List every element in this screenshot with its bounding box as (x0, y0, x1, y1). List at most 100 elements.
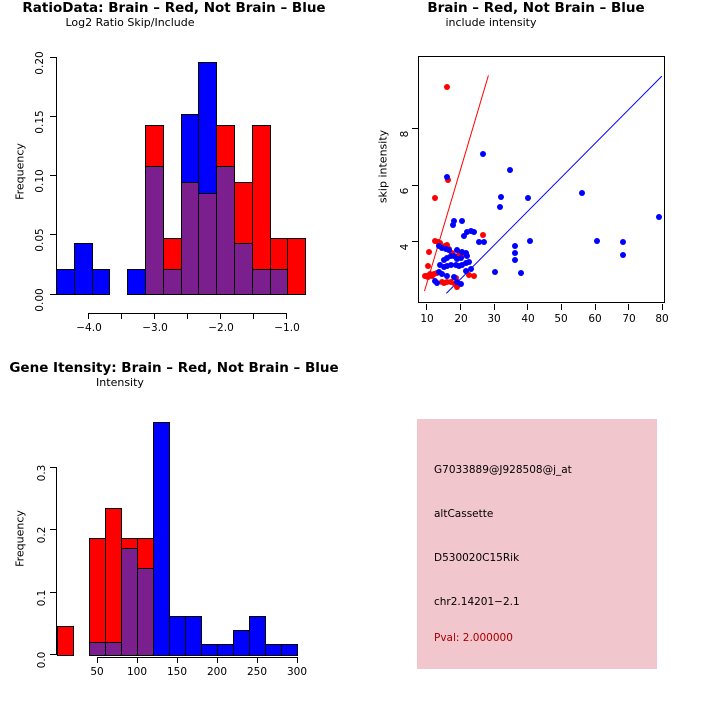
histogram-bar (217, 643, 234, 656)
scatter-point (447, 253, 454, 260)
info-probe-id: G7033889@J928508@j_at (434, 464, 572, 476)
histogram-bar-overlap (234, 242, 253, 295)
histogram-bar (73, 242, 93, 295)
xtick (527, 304, 528, 310)
ytick (50, 116, 56, 117)
scatter-xlabel: include intensity (445, 16, 537, 29)
xtick (253, 313, 254, 319)
scatter-point (450, 274, 457, 281)
scatter-point (457, 281, 464, 288)
scatter-point (619, 251, 626, 258)
scatter-point (454, 284, 461, 291)
panel-gene-intensity-histogram: Gene Itensity: Brain – Red, Not Brain – … (0, 360, 360, 720)
scatter-point (439, 244, 446, 251)
panel-ratio-histogram: RatioData: Brain – Red, Not Brain – Blue… (0, 0, 360, 360)
scatter-point (511, 243, 518, 250)
histogram-bar-overlap (216, 166, 235, 295)
gene-histogram-yaxis (56, 467, 57, 655)
histogram-bar (169, 615, 186, 656)
ytick (50, 175, 56, 176)
scatter-point (444, 272, 451, 279)
xtick (88, 313, 89, 319)
scatter-title: Brain – Red, Not Brain – Blue (427, 0, 645, 16)
ytick (50, 592, 56, 593)
xtick (217, 657, 218, 663)
xtick (595, 304, 596, 310)
scatter-point (466, 258, 473, 265)
ytick-label: 8 (399, 130, 411, 138)
ratio-histogram-bars (0, 0, 360, 360)
ytick (412, 185, 418, 186)
scatter-point (443, 241, 450, 248)
gene-histogram-xlabel: Intensity (96, 376, 144, 389)
xtick (460, 304, 461, 310)
scatter-point (462, 267, 469, 274)
scatter-point (440, 257, 447, 264)
ratio-histogram-title: RatioData: Brain – Red, Not Brain – Blue (22, 0, 326, 16)
histogram-bar (57, 626, 74, 656)
xtick (187, 313, 188, 319)
scatter-point (498, 193, 505, 200)
xtick (121, 313, 122, 319)
scatter-point (424, 263, 431, 269)
ytick-label: 6 (399, 187, 411, 195)
xtick (297, 657, 298, 663)
xtick-label: 200 (206, 666, 228, 678)
xtick-label: 50 (90, 666, 104, 678)
info-locus: chr2.14201−2.1 (434, 596, 520, 608)
scatter-point (440, 264, 447, 271)
ytick (50, 467, 56, 468)
scatter-point (444, 278, 451, 285)
scatter-point (518, 270, 525, 277)
gene-histogram-xaxis (97, 657, 297, 658)
ytick-label: 4 (399, 243, 411, 251)
scatter-point (466, 272, 473, 279)
xtick (257, 657, 258, 663)
histogram-bar-overlap (105, 642, 122, 656)
scatter-point (437, 261, 444, 268)
scatter-point (655, 213, 662, 220)
scatter-point (450, 222, 457, 229)
scatter-ylabel: skip intensity (376, 129, 390, 204)
scatter-point (471, 229, 478, 236)
scatter-point (579, 190, 586, 197)
scatter-point (511, 250, 518, 257)
info-event-type: altCassette (434, 508, 494, 520)
scatter-point (511, 257, 518, 264)
histogram-bar-overlap (251, 268, 271, 295)
scatter-point (430, 271, 437, 278)
xtick (561, 304, 562, 310)
scatter-point (447, 261, 454, 268)
scatter-point (444, 83, 451, 90)
scatter-point (481, 239, 488, 245)
histogram-bar (233, 629, 250, 656)
scatter-point (464, 229, 471, 236)
scatter-point (479, 151, 486, 158)
scatter-point (464, 253, 471, 260)
histogram-bar (265, 643, 282, 656)
ytick (412, 128, 418, 129)
scatter-point (431, 195, 438, 202)
gene-histogram-bars (0, 360, 360, 720)
histogram-bar-overlap (198, 192, 218, 295)
info-gene-symbol: D530020C15Rik (434, 552, 520, 564)
xtick (286, 313, 287, 319)
xtick-label: 20 (454, 313, 468, 325)
scatter-point (459, 261, 466, 268)
xtick (494, 304, 495, 310)
scatter-point (440, 279, 447, 286)
xtick (662, 304, 663, 310)
ratio-histogram-xlabel: Log2 Ratio Skip/Include (65, 16, 195, 29)
scatter-point (435, 243, 442, 250)
histogram-bar (185, 615, 202, 656)
histogram-bar (249, 615, 266, 656)
xtick (137, 657, 138, 663)
scatter-point (471, 272, 478, 279)
histogram-bar (127, 268, 146, 295)
xtick (97, 657, 98, 663)
scatter-point (480, 231, 487, 238)
panel-gene-info: G7033889@J928508@j_at altCassette D53002… (417, 419, 657, 669)
xtick-label: 250 (246, 666, 268, 678)
xtick-label: −2.0 (208, 322, 234, 334)
